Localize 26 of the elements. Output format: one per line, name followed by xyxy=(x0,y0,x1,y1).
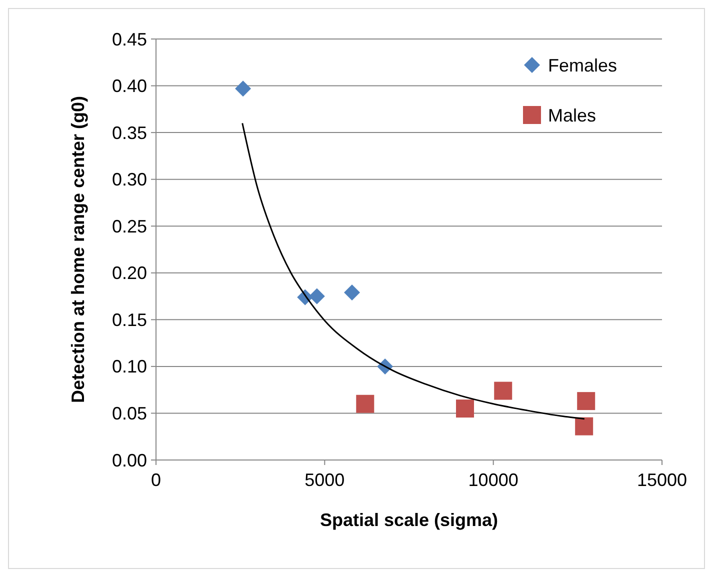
y-axis-title: Detection at home range center (g0) xyxy=(68,96,88,404)
y-tick-label: 0.30 xyxy=(112,170,147,190)
legend-label: Females xyxy=(548,55,618,76)
point xyxy=(235,80,252,97)
point xyxy=(494,382,512,400)
point xyxy=(344,284,360,301)
y-tick-label: 0.00 xyxy=(112,450,147,470)
y-tick-label: 0.40 xyxy=(112,76,147,96)
y-tick-label: 0.20 xyxy=(112,263,147,284)
x-axis-title: Spatial scale (sigma) xyxy=(320,510,498,530)
y-tick-label: 0.15 xyxy=(112,310,147,330)
y-tick-label: 0.10 xyxy=(112,356,147,377)
point xyxy=(577,392,596,410)
point xyxy=(575,417,594,436)
x-tick-label: 15000 xyxy=(636,470,688,490)
point xyxy=(308,288,325,304)
y-tick-label: 0.05 xyxy=(112,404,147,424)
point xyxy=(356,394,374,413)
x-tick-label: 10000 xyxy=(468,470,518,490)
point xyxy=(456,400,474,418)
y-tick-label: 0.35 xyxy=(112,122,147,143)
y-tick-label: 0.25 xyxy=(112,216,147,236)
y-tick-label: 0.45 xyxy=(112,29,147,50)
x-tick-label: 0 xyxy=(150,470,162,490)
x-tick-label: 5000 xyxy=(304,470,345,490)
legend-label: Males xyxy=(548,105,596,126)
